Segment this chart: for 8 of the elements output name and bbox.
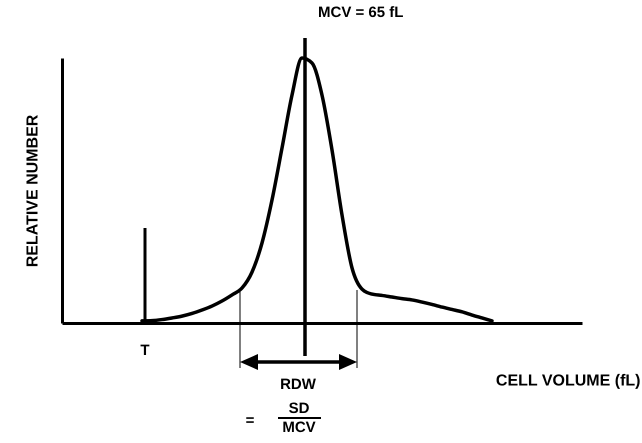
- text: MCV: [282, 419, 316, 436]
- text: =: [246, 412, 254, 429]
- text: RDW: [280, 376, 316, 393]
- text: SD: [288, 400, 310, 417]
- text: T: [140, 342, 150, 359]
- y-axis-title: RELATIVE NUMBER: [24, 114, 42, 268]
- text: MCV = 65 fL: [318, 4, 404, 21]
- x-axis-title: CELL VOLUME (fL): [496, 372, 640, 390]
